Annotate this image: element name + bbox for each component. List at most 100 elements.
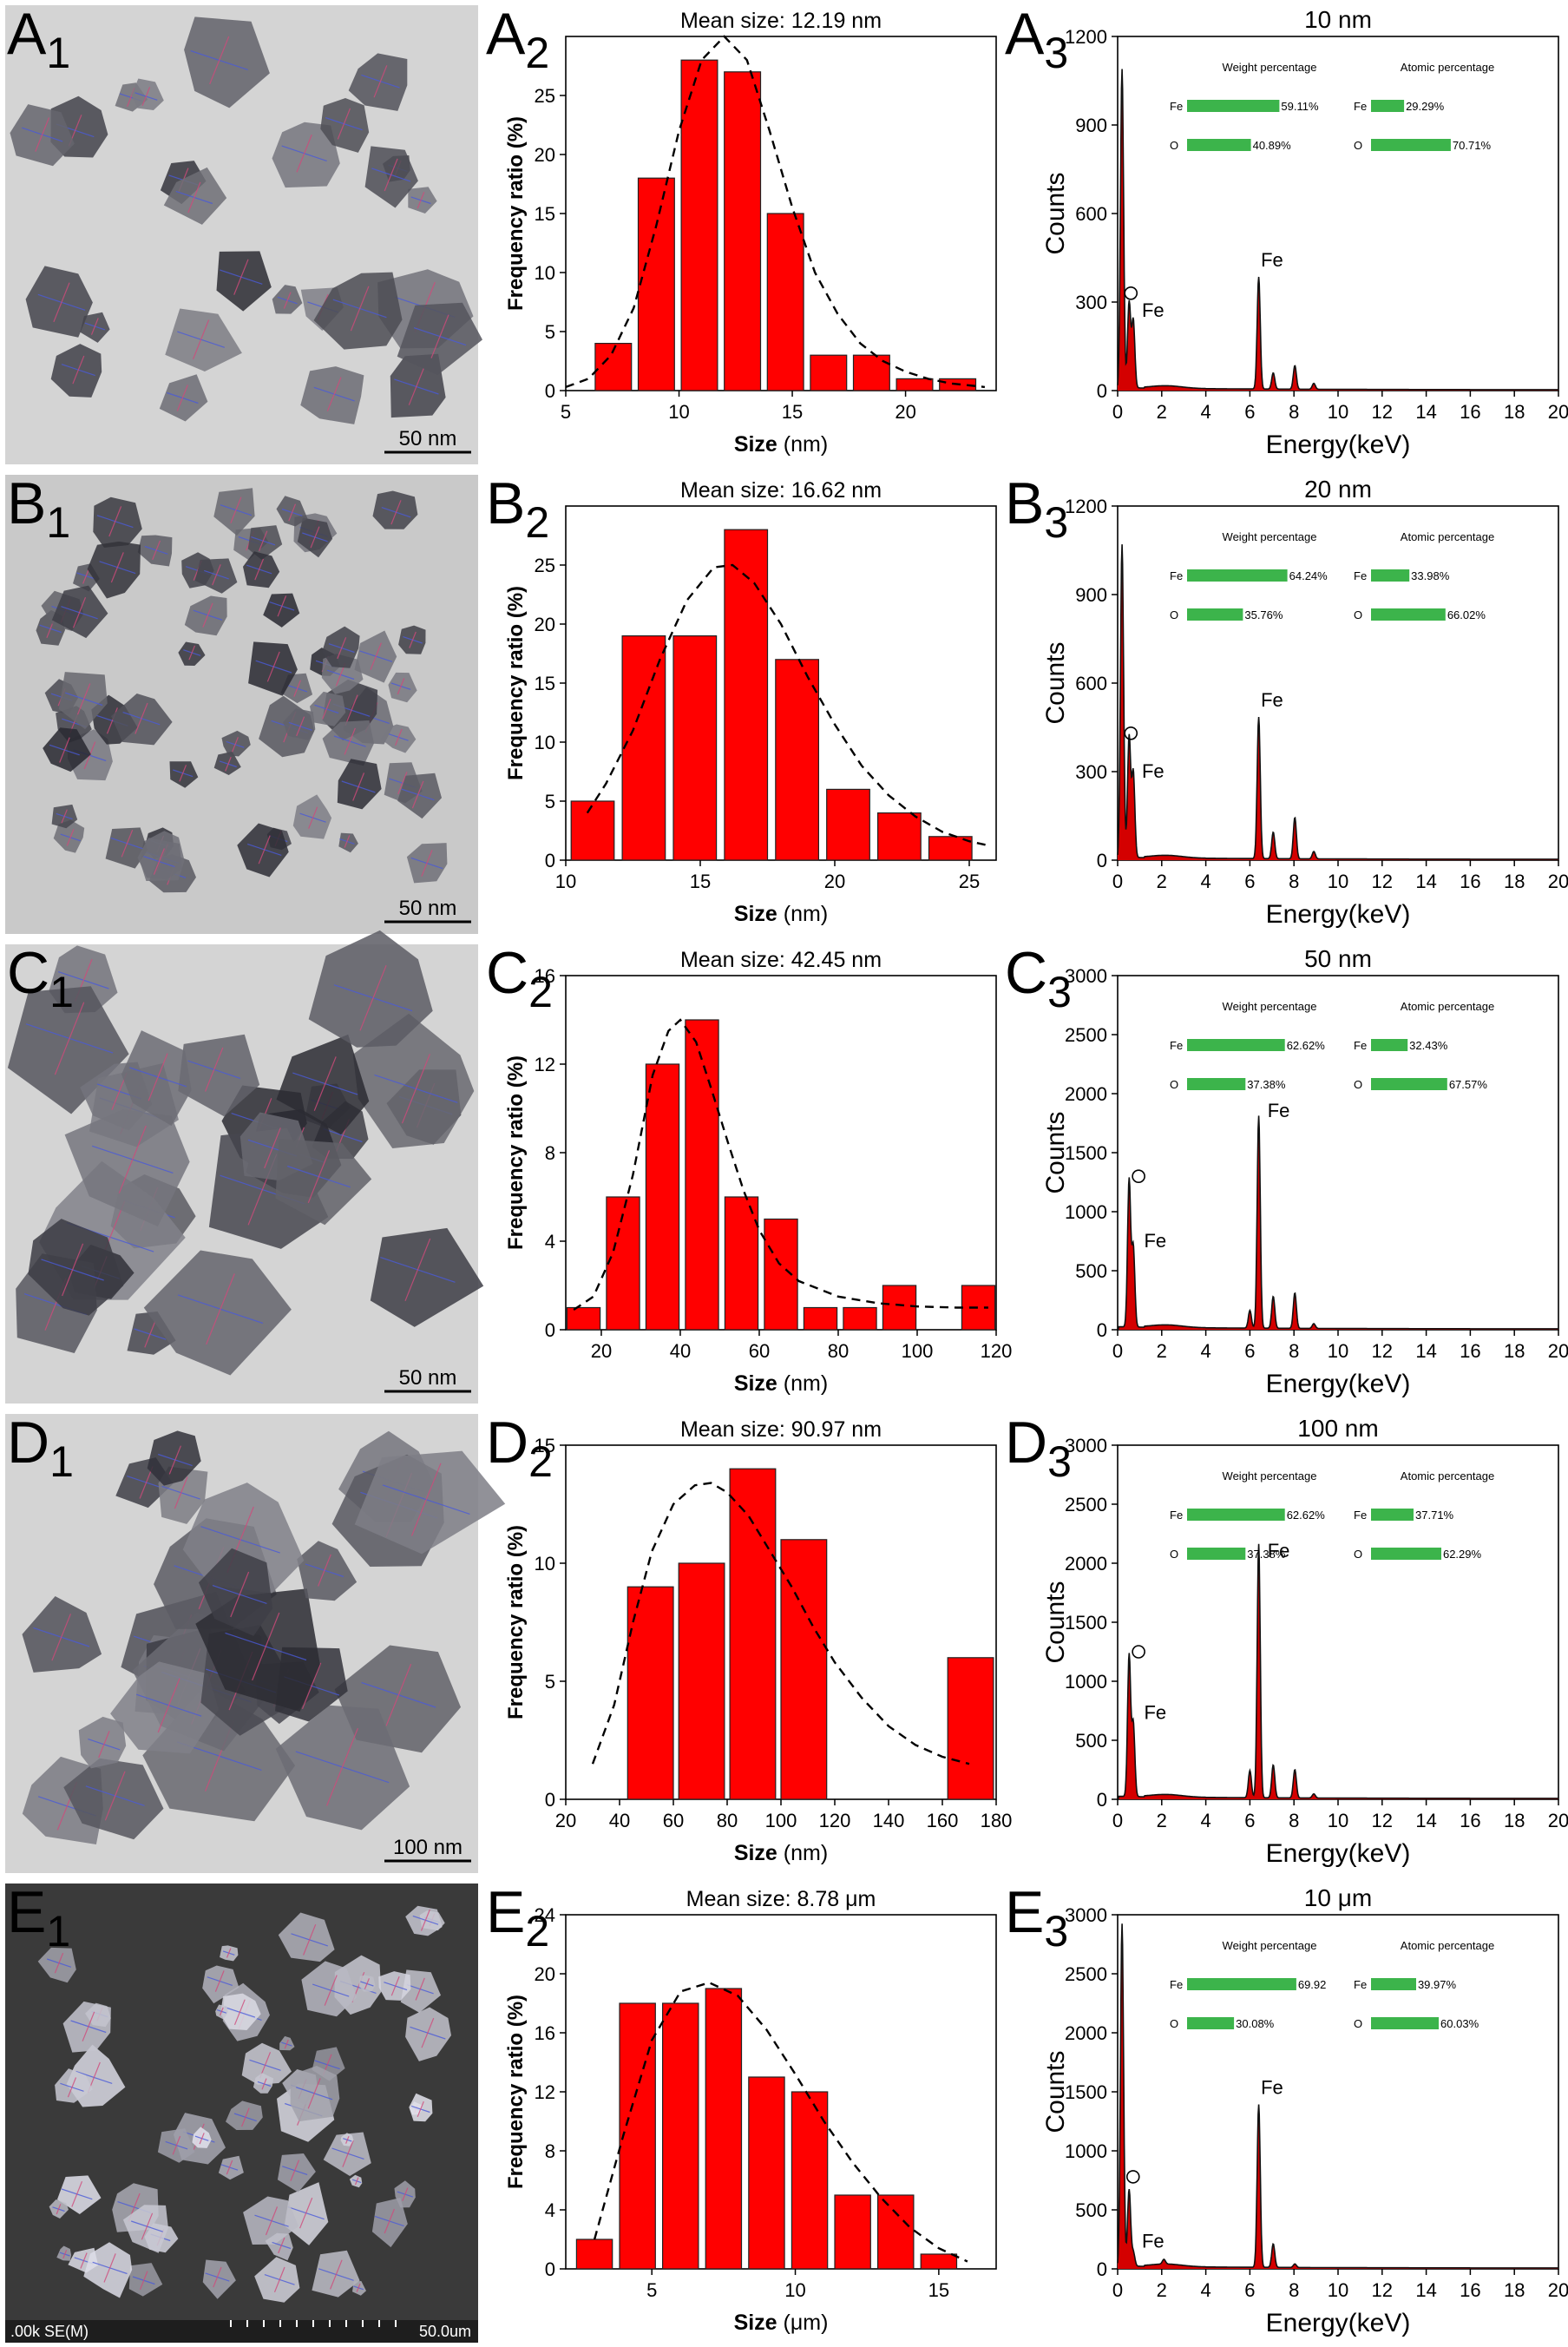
measurement-line <box>337 637 347 660</box>
x-tick-label: 14 <box>1415 1340 1436 1362</box>
y-tick-label: 900 <box>1075 584 1107 606</box>
particle <box>397 772 442 819</box>
peak-label: Fe <box>1142 760 1165 782</box>
x-tick-label: 100 <box>902 1340 934 1362</box>
eds-spectrum: 20 nm O Fe Fe 0 2 4 6 8 10 12 14 16 18 20 0 300 600 900 120… <box>1041 476 1568 929</box>
particle <box>241 2042 292 2085</box>
y-tick-label: 5 <box>545 321 555 343</box>
x-axis-label: Energy(keV) <box>1266 900 1411 929</box>
x-tick-label: 8 <box>1289 401 1299 423</box>
measurement-line <box>72 355 85 385</box>
x-tick-label: 5 <box>646 2279 657 2301</box>
x-axis-label: Size (nm) <box>734 432 828 457</box>
eds-title: 10 μm <box>1304 1884 1372 1911</box>
x-tick-label: 12 <box>1372 871 1393 892</box>
x-tick-label: 80 <box>717 1810 738 1831</box>
measurement-line <box>199 2133 205 2145</box>
panel-label: D3 <box>1005 1410 1072 1486</box>
x-axis-label: Energy(keV) <box>1266 1370 1411 1398</box>
measurement-line <box>76 683 91 715</box>
measurement-line <box>54 1002 85 1075</box>
x-tick-label: 20 <box>555 1810 576 1831</box>
histogram-bar <box>724 71 762 391</box>
measurement-line <box>209 36 230 85</box>
measurement-line <box>313 1056 337 1111</box>
measurement-line <box>318 1554 331 1587</box>
micrograph-particles <box>10 16 482 424</box>
measurement-line <box>54 1952 64 1974</box>
particle <box>354 1450 506 1555</box>
peak-label: Fe <box>1261 2077 1283 2099</box>
weight-bar <box>1187 1039 1285 1051</box>
measurement-line <box>139 1466 154 1499</box>
histogram-bar <box>606 1196 640 1331</box>
atomic-percentage-title: Atomic percentage <box>1401 1000 1494 1013</box>
y-tick-label: 15 <box>535 1435 555 1456</box>
x-tick-label: 14 <box>1415 401 1436 423</box>
y-tick-label: 4 <box>545 1231 555 1252</box>
x-tick-label: 10 <box>1328 1340 1348 1362</box>
weight-bar <box>1187 2017 1235 2029</box>
x-tick-label: 4 <box>1200 401 1210 423</box>
measurement-line <box>230 496 242 523</box>
y-tick-label: 0 <box>545 850 555 871</box>
element-symbol: Fe <box>1170 1509 1183 1522</box>
panel-label: B2 <box>486 470 549 547</box>
measurement-line <box>121 829 134 858</box>
particle <box>178 1034 260 1117</box>
x-axis-label: Energy(keV) <box>1266 431 1411 459</box>
measurement-line <box>408 367 424 405</box>
particle <box>364 146 418 208</box>
particle <box>313 272 403 350</box>
panel-label: D1 <box>7 1410 74 1486</box>
measurement-line <box>56 2204 62 2215</box>
measurement-line <box>278 2237 285 2254</box>
histogram-bar <box>566 1306 601 1331</box>
x-axis-label: Size (nm) <box>734 902 828 926</box>
scale-bar-label: 50 nm <box>399 897 457 920</box>
fit-curve <box>565 35 986 389</box>
sem-info-left: .00k SE(M) <box>10 2323 89 2340</box>
particle <box>272 122 340 188</box>
x-tick-label: 20 <box>895 401 915 423</box>
y-axis-label: Frequency ratio (%) <box>504 116 528 311</box>
y-tick-label: 0 <box>545 2258 555 2280</box>
x-tick-label: 15 <box>782 401 803 423</box>
measurement-line <box>187 181 201 214</box>
y-tick-label: 15 <box>535 203 555 225</box>
measurement-line <box>283 292 292 309</box>
measurement-line <box>232 737 239 753</box>
scale-bar-label: 100 nm <box>393 1836 463 1859</box>
weight-value: 35.76% <box>1244 608 1283 621</box>
atomic-value: 67.57% <box>1449 1078 1488 1091</box>
weight-percentage-title: Weight percentage <box>1223 61 1317 74</box>
x-axis-label: Size (nm) <box>734 1371 828 1396</box>
measurement-line <box>144 1320 156 1348</box>
y-tick-label: 900 <box>1075 115 1107 136</box>
weight-bar <box>1187 139 1251 151</box>
measurement-line <box>233 259 249 295</box>
y-tick-label: 1200 <box>1065 496 1107 517</box>
measurement-line <box>370 642 382 670</box>
y-tick-label: 1500 <box>1065 1142 1107 1164</box>
measurement-line <box>350 286 370 332</box>
measurement-line <box>103 2253 116 2283</box>
particle <box>199 1548 273 1636</box>
plot-frame <box>1117 1444 1559 1800</box>
y-tick-label: 500 <box>1075 1730 1107 1752</box>
histogram-title: Mean size: 16.62 nm <box>680 478 882 503</box>
plot-frame <box>1117 505 1559 861</box>
weight-value: 30.08% <box>1236 2017 1275 2030</box>
particle <box>28 1219 124 1316</box>
micrograph-panel: 50 nm <box>5 5 482 464</box>
y-tick-label: 0 <box>1097 1789 1107 1811</box>
element-symbol: O <box>1170 608 1178 621</box>
x-tick-label: 16 <box>1460 401 1480 423</box>
size-histogram: Mean size: 12.19 nm5 10 15 200510152025Size… <box>504 9 997 457</box>
weight-bar <box>1187 608 1243 621</box>
x-tick-label: 100 <box>765 1810 797 1831</box>
measurement-line <box>420 1909 430 1931</box>
x-tick-label: 18 <box>1504 1810 1525 1831</box>
particle <box>143 1250 292 1376</box>
x-tick-label: 2 <box>1157 1340 1167 1362</box>
